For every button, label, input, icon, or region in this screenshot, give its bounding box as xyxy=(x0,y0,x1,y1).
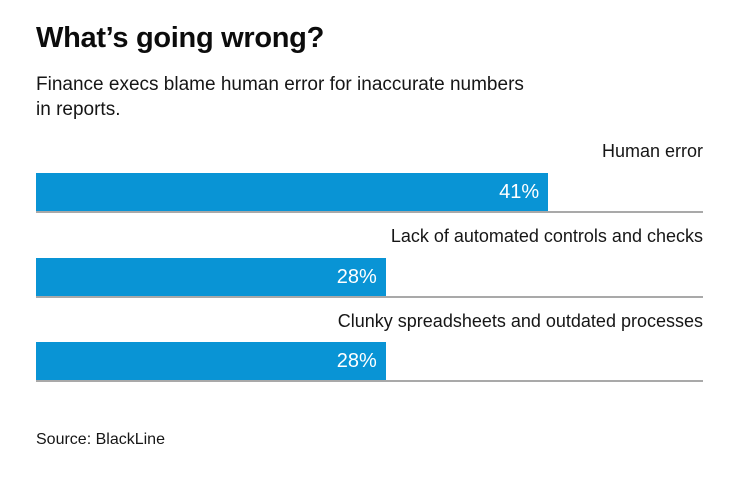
chart-row: Clunky spreadsheets and outdated process… xyxy=(36,311,703,383)
bar-chart: Human error 41% Lack of automated controls… xyxy=(36,141,703,383)
chart-row: Lack of automated controls and checks 28% xyxy=(36,226,703,298)
chart-row: Human error 41% xyxy=(36,141,703,213)
chart-title: What’s going wrong? xyxy=(36,22,325,54)
bar-track: 28% xyxy=(36,342,703,383)
category-label: Human error xyxy=(601,141,703,162)
bar-value-label: 28% xyxy=(336,350,377,373)
chart-subtitle-line-2: in reports. xyxy=(36,99,121,121)
category-label: Lack of automated controls and checks xyxy=(390,225,703,246)
bar: 28% xyxy=(36,257,386,296)
chart-subtitle: Finance execs blame human error for inac… xyxy=(36,72,703,122)
bar: 41% xyxy=(36,172,549,211)
bar: 28% xyxy=(36,342,386,381)
bar-track: 41% xyxy=(36,172,703,213)
chart-subtitle-line-1: Finance execs blame human error for inac… xyxy=(36,74,524,95)
category-label: Clunky spreadsheets and outdated process… xyxy=(337,310,703,331)
bar-value-label: 41% xyxy=(499,180,540,203)
bar-track: 28% xyxy=(36,257,703,298)
source-note: Source: BlackLine xyxy=(36,431,165,449)
bar-value-label: 28% xyxy=(336,265,377,288)
